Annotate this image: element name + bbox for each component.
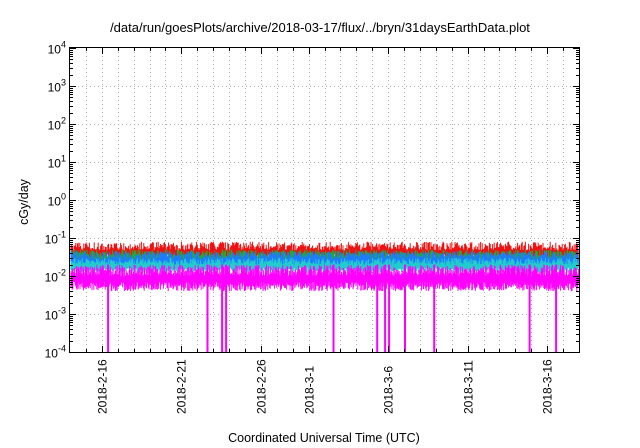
y-tick-label: 104 [48, 40, 66, 57]
x-tick-label: 2018-2-16 [96, 359, 110, 414]
y-tick-label: 102 [48, 116, 66, 133]
data-series [70, 264, 580, 352]
data-dropout [528, 264, 531, 352]
y-tick-label: 100 [48, 192, 66, 209]
series-band [70, 264, 580, 292]
plot-frame [69, 47, 580, 353]
data-dropout [221, 264, 224, 352]
chart-title: /data/run/goesPlots/archive/2018-03-17/f… [110, 20, 530, 35]
x-tick-label: 2018-2-26 [255, 359, 269, 414]
y-tick-label: 10-1 [45, 230, 66, 247]
series-band [70, 257, 579, 273]
x-tick-label: 2018-3-16 [541, 359, 555, 414]
y-tick-label: 10-3 [45, 306, 66, 323]
plot-series [70, 241, 580, 352]
data-dropout [404, 264, 406, 352]
x-axis-label: Coordinated Universal Time (UTC) [228, 431, 420, 445]
x-tick-label: 2018-2-21 [175, 359, 189, 414]
x-tick-label: 2018-3-6 [382, 366, 396, 414]
x-tick-label: 2018-3-1 [303, 366, 317, 414]
data-dropout [206, 264, 209, 352]
data-dropout [332, 264, 335, 352]
y-tick-label: 10-2 [45, 268, 66, 285]
y-axis: 10-4 10-3 10-2 10-1 100 101 102 103 104 [45, 40, 579, 361]
grid [70, 48, 579, 352]
y-tick-label: 101 [48, 154, 66, 171]
data-dropout [433, 264, 436, 352]
data-dropout [388, 264, 391, 352]
data-dropout [384, 264, 387, 352]
y-tick-label: 103 [48, 78, 66, 95]
data-dropout [376, 264, 379, 352]
data-dropout [225, 264, 228, 352]
data-series [70, 257, 579, 273]
data-dropout [107, 264, 110, 352]
y-axis-label: cGy/day [17, 178, 31, 225]
x-tick-label: 2018-3-11 [462, 360, 476, 414]
x-axis: 2018-2-16 2018-2-21 2018-2-26 2018-3-1 2018-… [86, 48, 564, 414]
data-dropout [555, 264, 558, 352]
y-tick-label: 10-4 [45, 344, 66, 361]
